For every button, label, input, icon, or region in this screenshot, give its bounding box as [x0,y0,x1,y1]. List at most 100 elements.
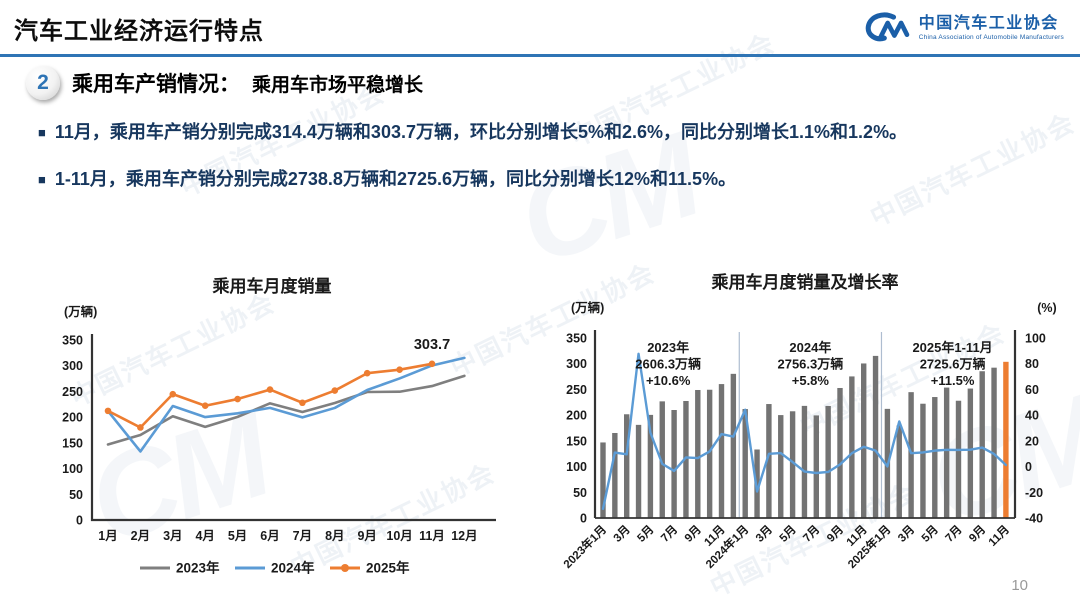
header: 汽车工业经济运行特点 中国汽车工业协会 China Association of… [0,0,1080,57]
right-x-tick: 11月 [986,523,1012,549]
left-y-tick: 200 [62,411,83,425]
sales-bar [612,432,618,518]
left-chart-axes [90,334,496,522]
left-x-tick: 6月 [260,529,279,543]
right-x-tick: 9月 [682,523,704,545]
sales-bar [955,400,962,518]
right-chart-left-unit: (万辆) [571,300,604,315]
right-chart-right-tick: 100 [1025,332,1046,346]
sales-bar [671,410,677,518]
sales-and-growth-chart: 乘用车月度销量及增长率 (万辆) (%) 0 50 100 150 200 250 300 350-… [533,264,1080,604]
legend-marker-2025年 [341,564,349,572]
right-x-tick: 3月 [611,523,633,545]
right-chart-right-tick: -20 [1025,486,1043,500]
left-x-tick: 11月 [419,529,445,543]
right-x-tick-group: 5月 [919,523,941,545]
right-x-tick: 3月 [753,523,775,545]
series-marker-2025年 [234,395,241,403]
bullet-square-icon: ■ [38,125,46,140]
caam-logo-mark-icon [865,12,910,42]
section-number: 2 [37,71,49,94]
section-subtitle: 乘用车市场平稳增长 [252,74,424,96]
sales-bar [825,405,831,518]
sales-bar [683,401,689,518]
monthly-sales-line-chart-svg: 乘用车月度销量 (万辆) 0 50 100 150 200 250 300 350 1月 2月 3月 4月… [62,276,496,576]
sales-bar [932,397,938,518]
left-x-tick: 1月 [98,529,117,543]
sales-bar [991,367,997,518]
left-x-tick: 10月 [386,529,412,543]
right-x-tick: 9月 [966,523,988,545]
sales-bar [789,411,796,518]
right-chart-left-tick: 250 [566,383,587,397]
right-chart-left-tick: 150 [566,434,587,448]
left-x-tick: 2月 [131,529,150,543]
sales-bar [600,442,606,518]
right-chart-left-tick: 350 [566,332,587,346]
sales-bar [813,415,819,518]
sales-bar [908,392,914,518]
right-x-tick: 3月 [895,523,917,545]
year-summary-annotation: +10.6% [646,373,691,388]
sales-bar [778,415,784,518]
series-line-2023年 [106,374,466,446]
sales-bar [979,371,985,518]
sales-bar [635,424,642,518]
growth-rate-line [601,352,1008,511]
right-x-tick-group: 7月 [943,523,965,545]
right-chart-left-tick: 300 [566,357,587,371]
sales-bar [718,384,725,518]
year-summary-annotation: 2725.6万辆 [920,357,986,372]
left-x-tick: 12月 [451,529,477,543]
sales-bar [920,403,926,518]
year-summary-annotation: 2025年1-11月 [912,340,992,355]
sales-bar [624,414,630,518]
right-chart-right-tick: 60 [1025,383,1039,397]
caam-logo-name-en: China Association of Automobile Manufact… [918,34,1064,42]
year-summary-annotation: +11.5% [931,373,975,388]
left-chart-title: 乘用车月度销量 [212,276,332,296]
series-marker-2025年 [396,366,403,373]
series-marker-2025年 [299,399,306,407]
sales-bar [742,409,748,518]
right-chart-left-tick: 200 [566,409,587,423]
left-y-tick: 150 [62,436,83,450]
sales-bar [849,376,855,518]
right-chart-left-tick: 0 [580,512,587,526]
right-x-tick-group: 7月 [658,523,680,545]
sales-bar [872,355,879,518]
series-line-2025年 [106,362,434,429]
left-y-tick: 350 [62,334,83,348]
left-y-tick: 300 [62,359,83,373]
left-x-tick: 4月 [195,529,214,543]
sales-bar [647,414,654,518]
right-x-tick-group: 2023年1月 [560,522,609,571]
right-x-tick-group: 3月 [895,523,917,545]
page-title: 汽车工业经济运行特点 [14,18,264,45]
sales-bar [706,389,713,518]
left-x-tick: 9月 [357,529,376,543]
right-x-tick: 2023年1月 [560,522,609,571]
left-y-tick: 100 [62,462,83,476]
right-x-tick-group: 3月 [611,523,633,545]
series-marker-2025年 [201,402,209,410]
right-x-tick-group: 7月 [801,523,823,545]
right-chart-right-tick: 80 [1025,357,1039,371]
series-line-2024年 [106,356,466,453]
right-x-tick-group: 9月 [824,523,846,545]
left-y-tick: 0 [76,514,83,528]
caam-logo-texts: 中国汽车工业协会 China Association of Automobile… [919,15,1064,42]
caam-logo: 中国汽车工业协会 China Association of Automobile… [860,9,1064,47]
right-x-tick: 5月 [635,523,657,545]
caam-logo-name-cn: 中国汽车工业协会 [918,14,1059,32]
bullet-text: 11月，乘用车产销分别完成314.4万辆和303.7万辆，环比分别增长5%和2.… [54,122,908,142]
sales-bar [837,387,843,518]
series-marker-2025年 [428,360,436,368]
right-x-tick-group: 9月 [966,523,988,545]
year-summary-annotation: +5.8% [792,373,830,388]
left-x-tick: 3月 [163,529,182,543]
right-chart-right-tick: 0 [1025,460,1032,474]
year-summary-annotation: 2023年 [647,340,689,355]
series-marker-2025年 [266,386,274,393]
sales-bar [896,425,902,518]
